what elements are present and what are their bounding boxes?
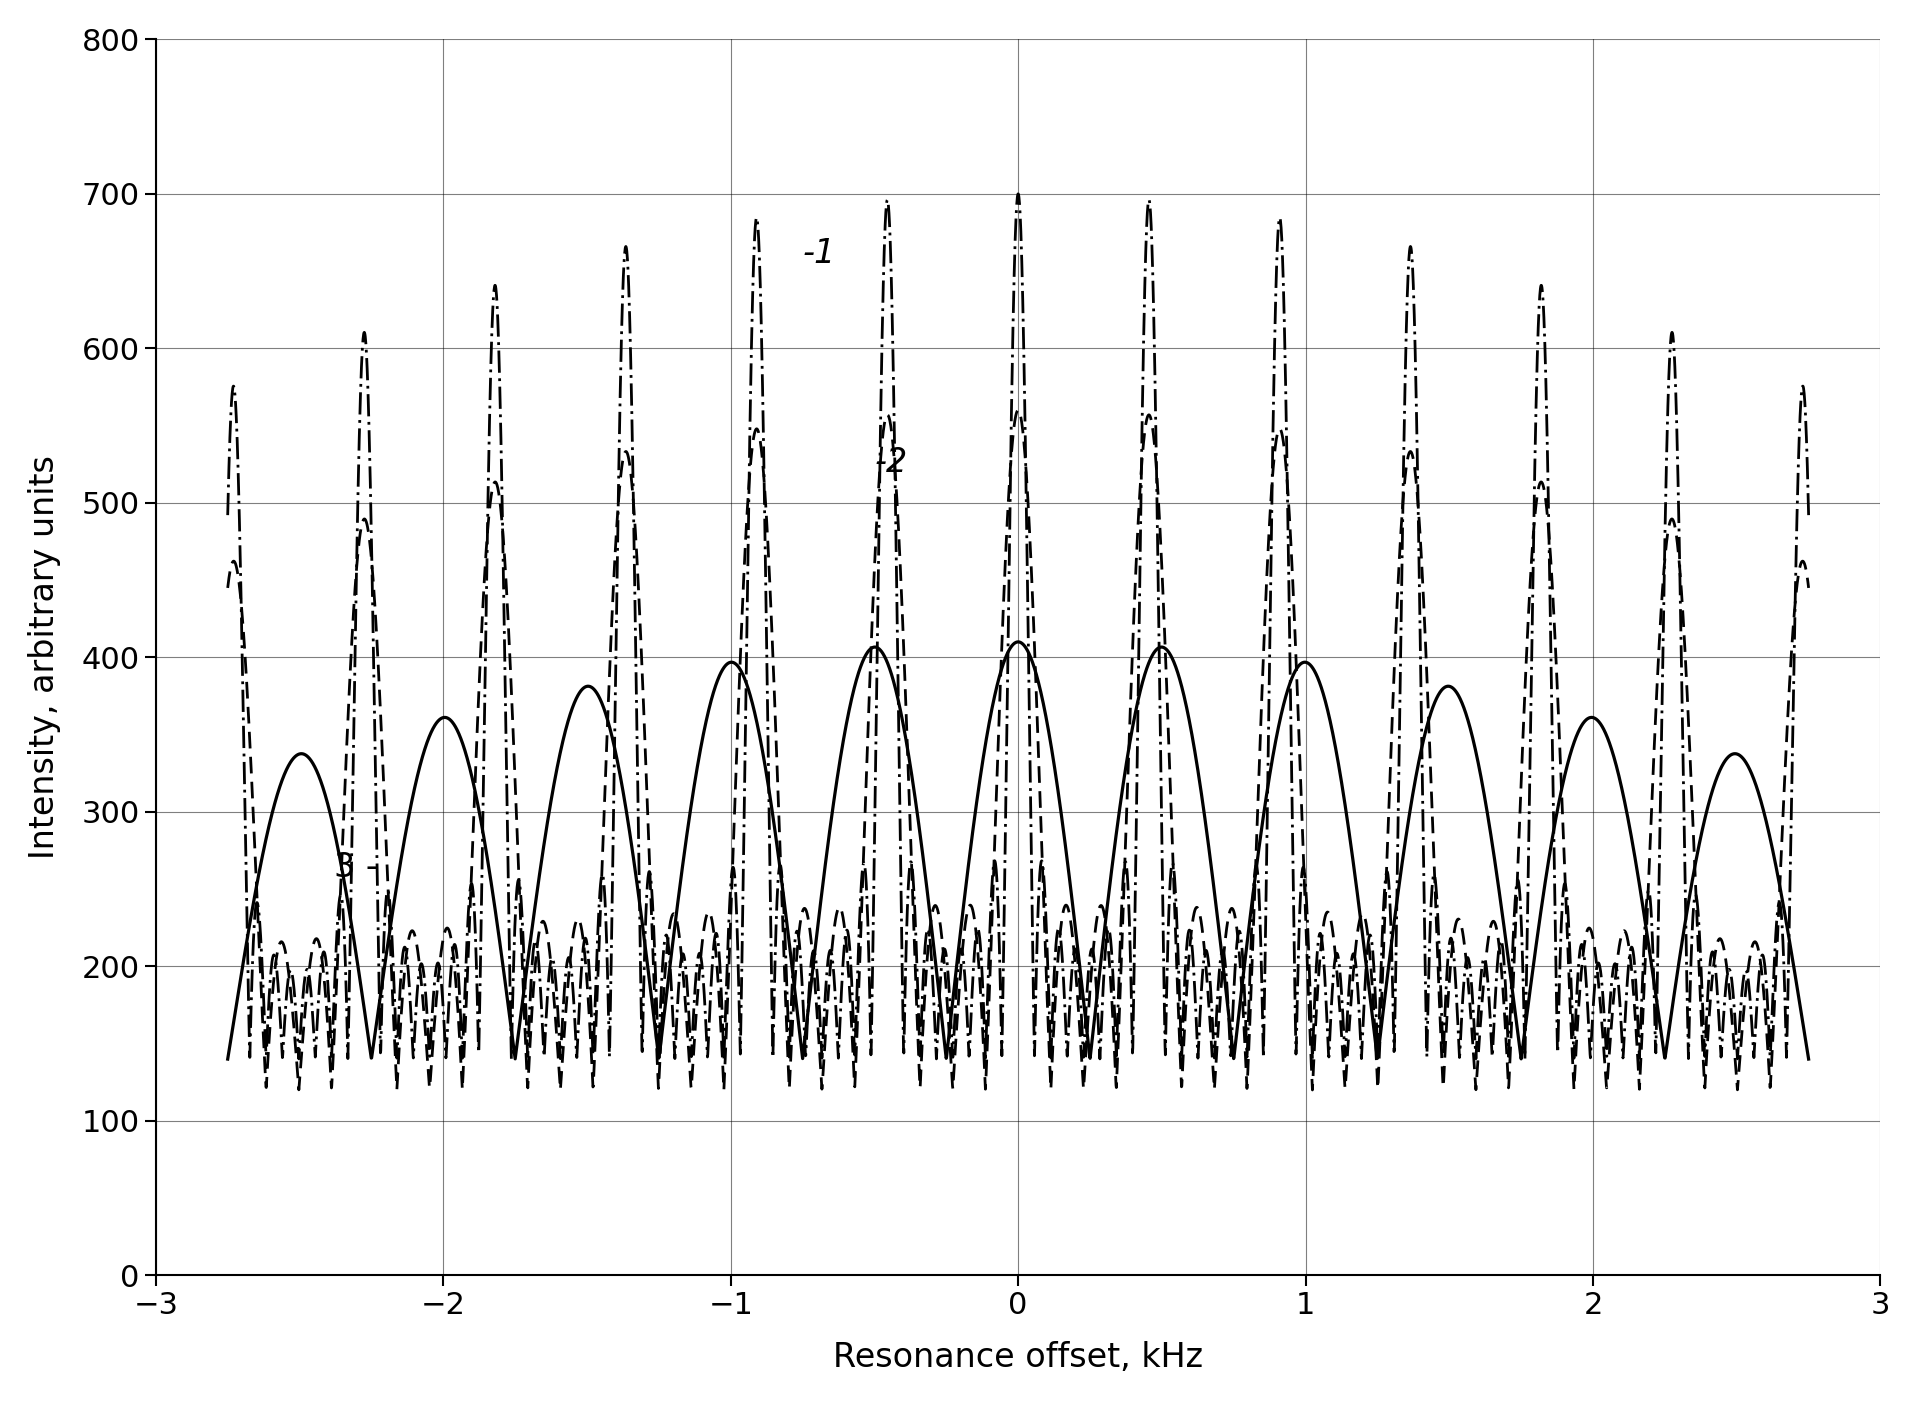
curve3 bbox=[1245, 861, 1268, 878]
curve1 bbox=[821, 946, 844, 963]
curve2 bbox=[1797, 579, 1820, 596]
curve1 bbox=[1517, 873, 1540, 890]
curve2 bbox=[1245, 844, 1268, 861]
curve1 bbox=[1396, 269, 1419, 286]
Y-axis label: Intensity, arbitrary units: Intensity, arbitrary units bbox=[27, 456, 61, 859]
curve3 bbox=[821, 808, 844, 824]
Text: 3 -: 3 - bbox=[334, 851, 378, 883]
curve3 bbox=[217, 1050, 240, 1067]
Line: curve2: curve2 bbox=[228, 411, 1809, 1089]
curve3 bbox=[1797, 1050, 1820, 1067]
curve1 bbox=[1797, 506, 1820, 523]
curve1 bbox=[1245, 857, 1268, 873]
curve2 bbox=[1517, 614, 1540, 631]
Line: curve1: curve1 bbox=[228, 193, 1809, 1059]
curve2 bbox=[1164, 942, 1187, 959]
X-axis label: Resonance offset, kHz: Resonance offset, kHz bbox=[832, 1342, 1203, 1374]
curve2 bbox=[821, 942, 844, 959]
curve2 bbox=[1007, 402, 1030, 419]
curve1 bbox=[217, 506, 240, 523]
curve2 bbox=[217, 579, 240, 596]
curve3 bbox=[1517, 1000, 1540, 1016]
curve3 bbox=[1007, 634, 1030, 651]
curve1 bbox=[503, 918, 526, 935]
Text: -2: -2 bbox=[875, 446, 907, 479]
curve1 bbox=[1164, 897, 1187, 914]
curve3 bbox=[503, 1049, 526, 1066]
curve1 bbox=[1007, 185, 1030, 202]
curve2 bbox=[503, 765, 526, 782]
curve3 bbox=[1164, 659, 1187, 676]
curve3 bbox=[1396, 817, 1419, 834]
curve1 bbox=[1300, 1050, 1323, 1067]
curve2 bbox=[1300, 1081, 1323, 1098]
curve2 bbox=[1396, 449, 1419, 465]
Line: curve3: curve3 bbox=[228, 642, 1809, 1059]
Text: -1: -1 bbox=[802, 237, 836, 271]
